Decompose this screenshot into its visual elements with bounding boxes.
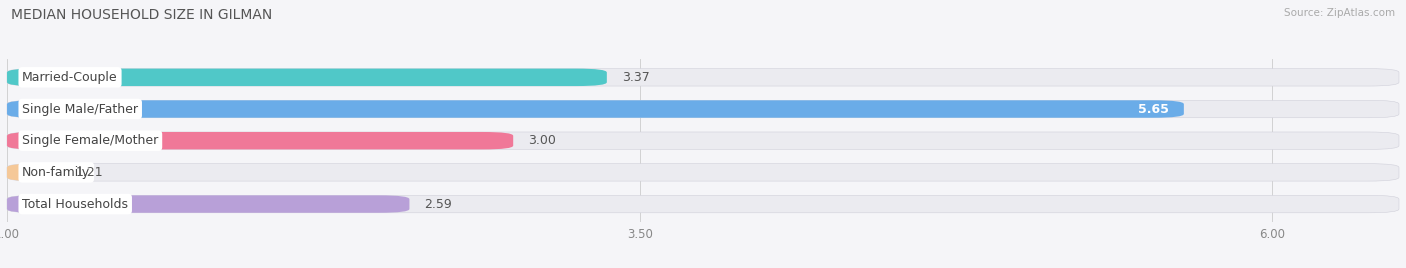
Text: 2.59: 2.59 bbox=[425, 198, 453, 211]
Text: 5.65: 5.65 bbox=[1137, 103, 1168, 116]
Text: Single Male/Father: Single Male/Father bbox=[22, 103, 138, 116]
Text: Single Female/Mother: Single Female/Mother bbox=[22, 134, 159, 147]
Text: 1.21: 1.21 bbox=[76, 166, 103, 179]
Text: Married-Couple: Married-Couple bbox=[22, 71, 118, 84]
FancyBboxPatch shape bbox=[7, 164, 60, 181]
FancyBboxPatch shape bbox=[7, 100, 1184, 118]
FancyBboxPatch shape bbox=[7, 164, 1399, 181]
Text: 3.37: 3.37 bbox=[621, 71, 650, 84]
FancyBboxPatch shape bbox=[7, 69, 607, 86]
FancyBboxPatch shape bbox=[7, 69, 1399, 86]
Text: MEDIAN HOUSEHOLD SIZE IN GILMAN: MEDIAN HOUSEHOLD SIZE IN GILMAN bbox=[11, 8, 273, 22]
FancyBboxPatch shape bbox=[7, 132, 1399, 150]
Text: Total Households: Total Households bbox=[22, 198, 128, 211]
FancyBboxPatch shape bbox=[7, 132, 513, 150]
Text: Non-family: Non-family bbox=[22, 166, 90, 179]
FancyBboxPatch shape bbox=[7, 195, 409, 213]
Text: Source: ZipAtlas.com: Source: ZipAtlas.com bbox=[1284, 8, 1395, 18]
FancyBboxPatch shape bbox=[7, 195, 1399, 213]
FancyBboxPatch shape bbox=[7, 100, 1399, 118]
Text: 3.00: 3.00 bbox=[529, 134, 557, 147]
